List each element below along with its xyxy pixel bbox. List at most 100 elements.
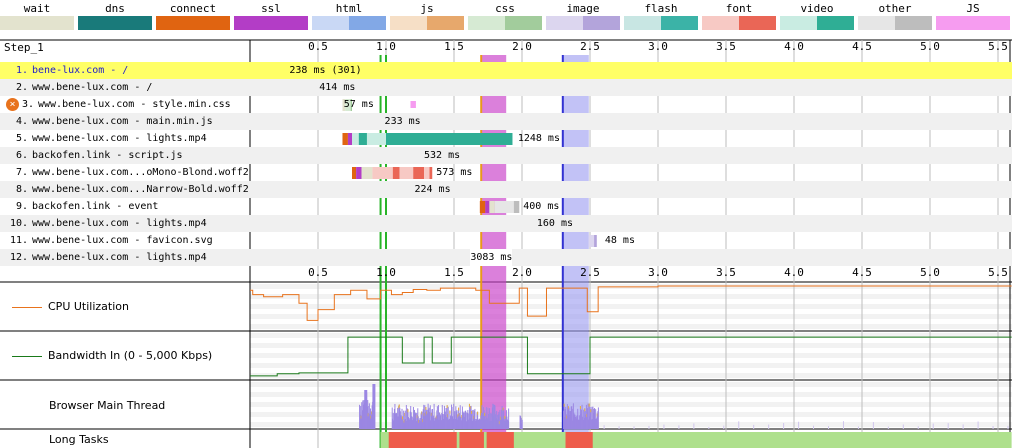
main-thread-bar [394,403,396,429]
axis-tick-label: 4.0 [784,40,804,53]
request-row[interactable]: 2. www.bene-lux.com - / [0,79,1012,96]
main-thread-bar [502,418,504,429]
axis-tick-label: 1.5 [444,266,464,279]
request-number: 10. [9,218,28,229]
legend-item-other: other [858,0,932,32]
request-row[interactable]: 11. www.bene-lux.com - favicon.svg [0,232,1012,249]
legend-swatch [546,16,620,30]
main-thread-bar [448,418,450,429]
main-thread-bar [470,405,472,429]
request-time: 532 ms [424,150,461,161]
main-thread-bar [872,422,874,429]
main-thread-bar [423,412,425,429]
main-thread-bar [482,414,484,429]
main-thread-bar [410,405,412,429]
request-row[interactable]: 8. www.bene-lux.com...Narrow-Bold.woff2 [0,181,1012,198]
legend-item-font: font [702,0,776,32]
main-thread-bar [394,413,396,429]
legend-swatch [390,16,464,30]
main-thread-bar [447,414,449,418]
main-thread-bar [396,416,398,429]
main-thread-bar [440,415,442,429]
main-thread-bar [405,405,407,429]
main-thread-bar [565,414,567,429]
legend-swatch [780,16,854,30]
main-thread-bar [475,419,477,429]
bandwidth-stripe [250,353,1012,358]
request-bar-segment [372,167,393,179]
main-thread-bar [576,416,578,429]
request-row[interactable]: 10. www.bene-lux.com - lights.mp4 [0,215,1012,232]
main-thread-bar [417,416,419,429]
request-label[interactable]: 8. www.bene-lux.com...Narrow-Bold.woff2 [0,181,249,198]
request-row[interactable]: × 3. www.bene-lux.com - style.min.css [0,96,1012,113]
main-thread-bar [465,412,467,429]
main-thread-bar [454,411,456,429]
request-label[interactable]: 12. www.bene-lux.com - lights.mp4 [0,249,207,266]
main-thread-bar [400,415,402,429]
main-thread-bar [400,417,402,429]
main-thread-bar [407,409,409,429]
legend-item-js-execution: JS Execution [936,0,1010,32]
legend-item-flash: flash [624,0,698,32]
main-thread-bar [563,403,565,429]
request-label[interactable]: 1. bene-lux.com - / [0,62,128,79]
main-thread-bar [503,420,505,429]
main-thread-bar [887,426,889,429]
main-thread-bar [568,407,570,429]
main-thread-bar [399,411,401,429]
bandwidth-line [250,336,1012,377]
main-thread-bar [828,426,829,429]
main-thread-bar [708,426,710,429]
request-row[interactable]: 4. www.bene-lux.com - main.min.js [0,113,1012,130]
legend-label: dns [105,2,125,15]
legend-swatch [858,16,932,30]
request-label[interactable]: 4. www.bene-lux.com - main.min.js [0,113,213,130]
main-thread-bar [489,420,491,429]
request-row[interactable]: 5. www.bene-lux.com - lights.mp4 [0,130,1012,147]
request-time: 224 ms [414,184,451,195]
request-label[interactable]: 10. www.bene-lux.com - lights.mp4 [0,215,207,232]
legend-swatch [936,16,1010,30]
main-thread-bar [441,412,443,429]
main-thread-bar [398,405,400,429]
main-thread-bar [567,415,569,429]
main-thread-bar [418,419,420,423]
main-thread-bar [567,406,569,429]
axis-tick-label: 2.5 [580,266,600,279]
main-thread-bar [436,406,438,429]
request-bar-segment [386,133,513,145]
request-bar-segment [345,99,351,111]
request-label[interactable]: 5. www.bene-lux.com - lights.mp4 [0,130,207,147]
request-row[interactable]: 7. www.bene-lux.com...oMono-Blond.woff2 [0,164,1012,181]
main-thread-bar [505,417,507,429]
main-thread-bar [443,405,445,429]
main-thread-bar [594,407,596,429]
main-thread-bar [491,413,493,429]
main-thread-bar [391,407,393,429]
main-thread-bar [450,415,452,429]
bandwidth-stripe [250,363,1012,368]
request-row[interactable]: 6. backofen.link - script.js [0,147,1012,164]
main-thread-bar [521,423,523,429]
main-thread-bar [584,414,586,429]
request-row[interactable]: 9. backofen.link - event [0,198,1012,215]
main-thread-bar [494,405,496,429]
axis-tick-label: 1.0 [376,266,396,279]
request-label[interactable]: 6. backofen.link - script.js [0,147,183,164]
request-label[interactable]: 7. www.bene-lux.com...oMono-Blond.woff2 [0,164,249,181]
request-number: 6. [15,150,28,161]
main-thread-bar [594,418,596,429]
main-thread-bar [451,406,453,429]
request-url: www.bene-lux.com - lights.mp4 [32,252,207,263]
request-label[interactable]: 2. www.bene-lux.com - / [0,79,152,96]
request-label[interactable]: 11. www.bene-lux.com - favicon.svg [0,232,213,249]
request-row[interactable]: 1. bene-lux.com - / [0,62,1012,79]
main-thread-bar [434,417,436,429]
main-thread-bar [486,419,488,429]
request-label[interactable]: 9. backofen.link - event [0,198,158,215]
request-label[interactable]: × 3. www.bene-lux.com - style.min.css [0,96,231,113]
main-thread-bar [446,417,448,429]
main-thread-bar [567,406,569,410]
main-thread-bar [582,416,584,429]
